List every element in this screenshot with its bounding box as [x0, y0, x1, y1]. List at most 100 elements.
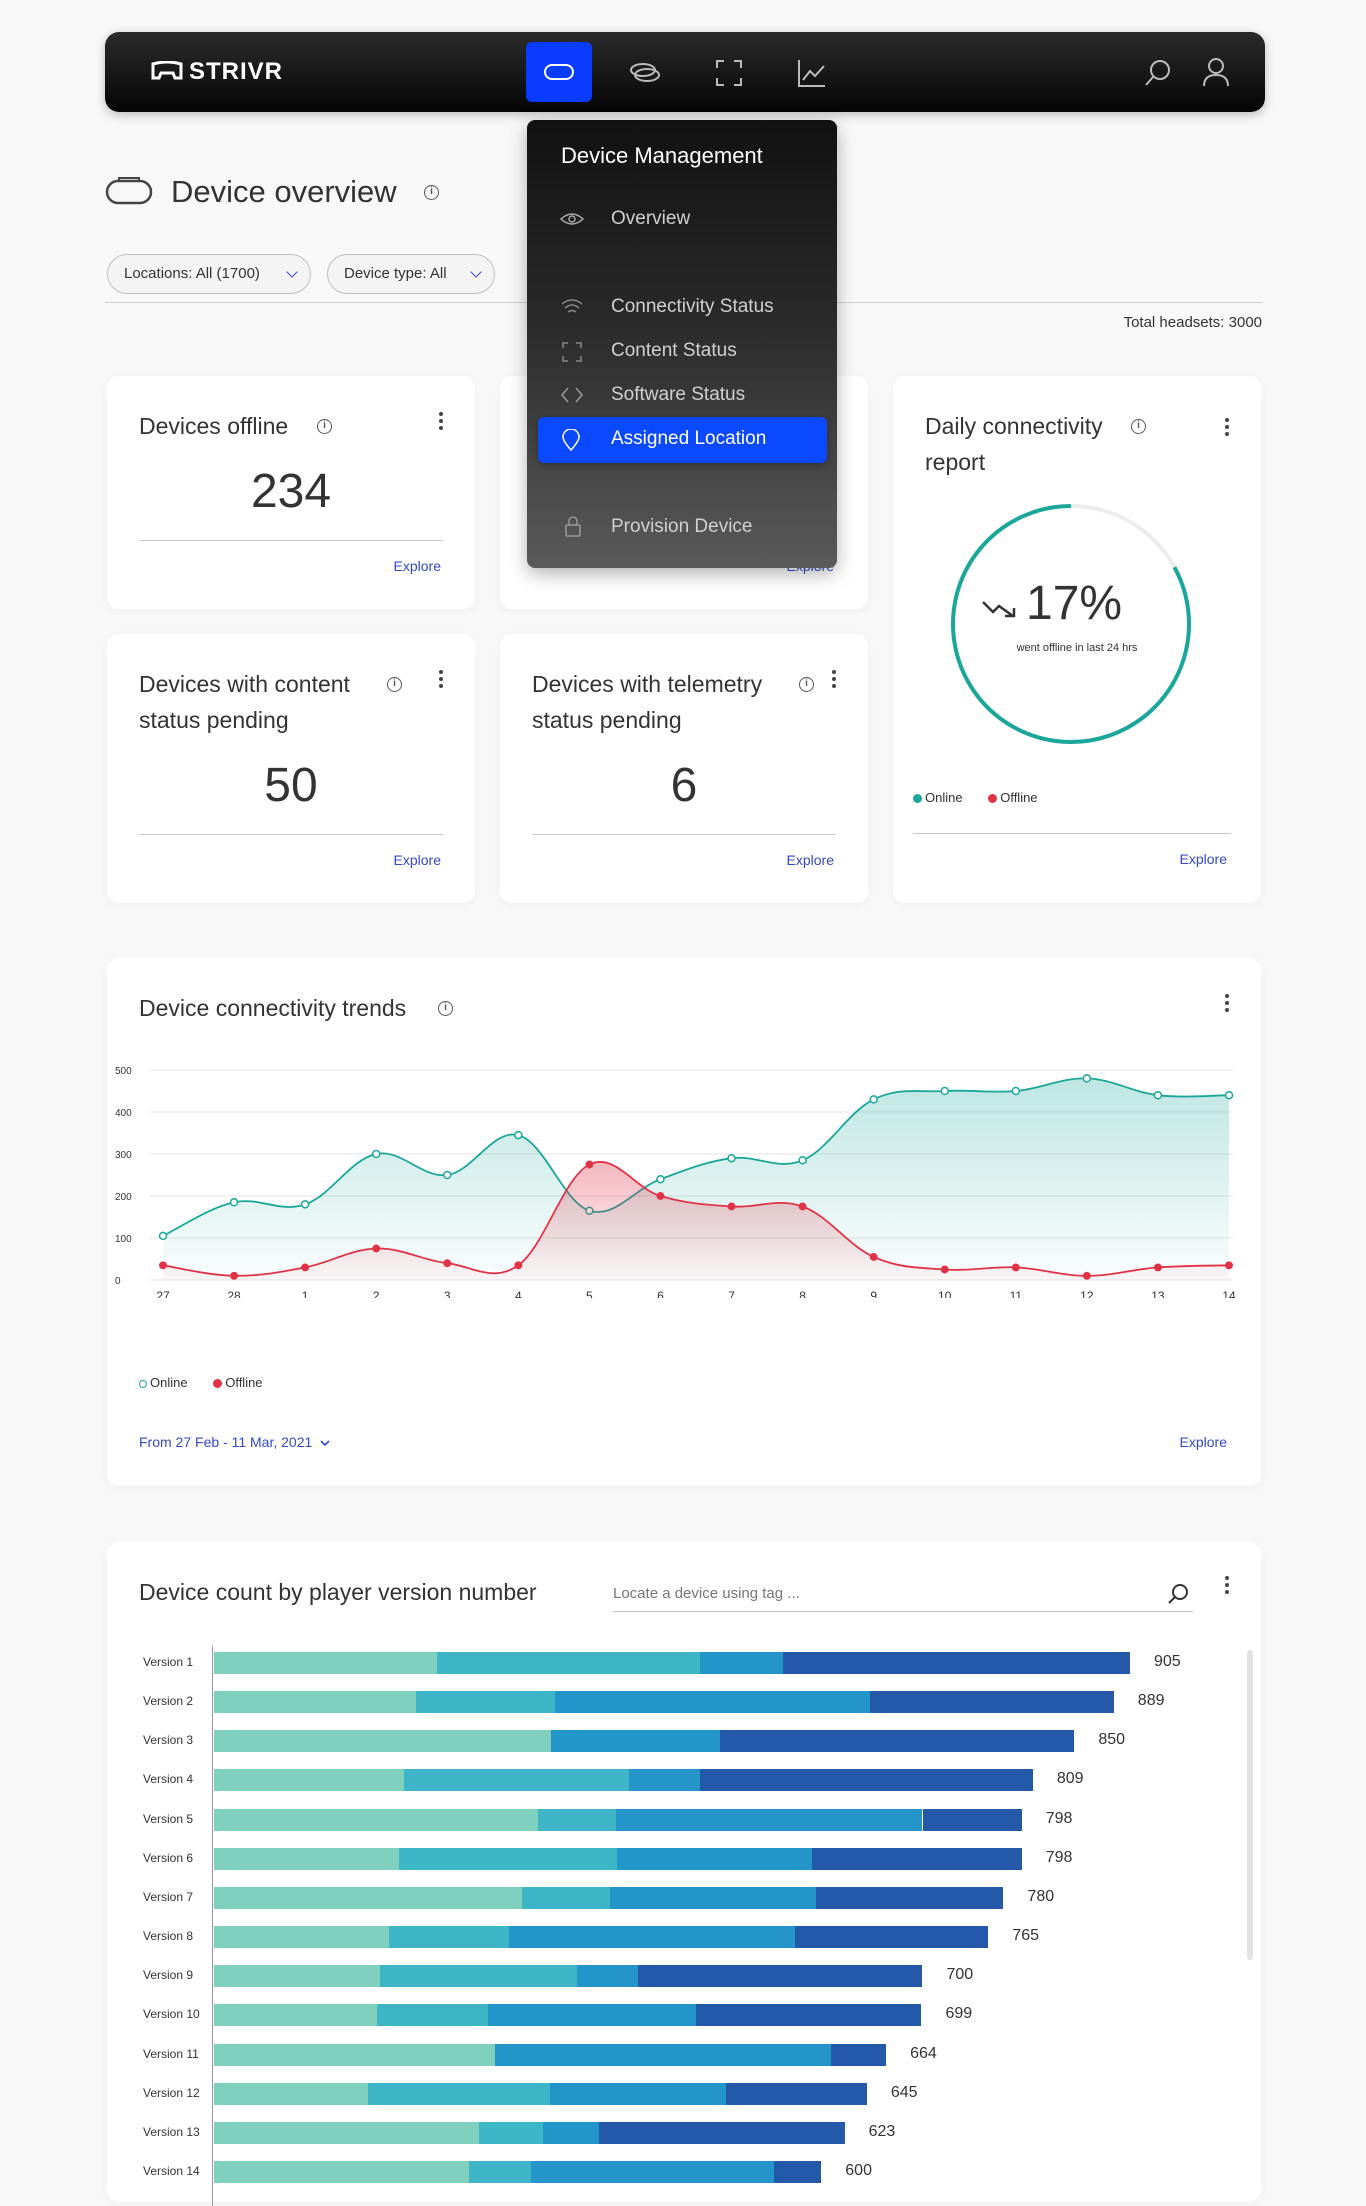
online-point[interactable] — [1224, 1090, 1234, 1100]
menu-item-software-status[interactable]: Software Status — [538, 374, 830, 418]
bar-segment[interactable] — [699, 1652, 783, 1674]
filter-device-type[interactable]: Device type: All — [327, 254, 495, 294]
online-point[interactable] — [1153, 1090, 1163, 1100]
bar-segment[interactable] — [773, 2160, 822, 2183]
online-point[interactable] — [371, 1149, 381, 1159]
offline-point[interactable] — [443, 1259, 452, 1268]
bar-segment[interactable] — [530, 2160, 774, 2183]
expand-icon[interactable] — [715, 59, 743, 87]
offline-point[interactable] — [1011, 1263, 1020, 1272]
offline-point[interactable] — [1225, 1261, 1233, 1270]
nav-headset-button[interactable] — [526, 42, 592, 102]
online-point[interactable] — [656, 1174, 665, 1184]
bar-segment[interactable] — [214, 2043, 496, 2066]
date-range-select[interactable]: From 27 Feb - 11 Mar, 2021 — [139, 1434, 330, 1450]
bar-segment[interactable] — [379, 1965, 578, 1988]
explore-link[interactable]: Explore — [393, 852, 441, 868]
more-options-icon[interactable] — [438, 670, 444, 690]
offline-point[interactable] — [372, 1244, 381, 1253]
bar-segment[interactable] — [214, 2004, 377, 2027]
bar-segment[interactable] — [404, 1769, 629, 1792]
bar-segment[interactable] — [214, 2121, 480, 2144]
chart-icon[interactable] — [797, 58, 827, 88]
offline-point[interactable] — [1082, 1271, 1091, 1280]
bar-segment[interactable] — [628, 1769, 700, 1792]
bar-segment[interactable] — [726, 2082, 867, 2105]
offline-point[interactable] — [230, 1271, 239, 1280]
menu-item-content-status[interactable]: Content Status — [538, 330, 830, 374]
more-options-icon[interactable] — [831, 670, 837, 690]
online-point[interactable] — [514, 1130, 523, 1140]
bar-segment[interactable] — [214, 1691, 417, 1714]
bar-segment[interactable] — [214, 1730, 552, 1753]
offline-point[interactable] — [159, 1261, 167, 1270]
filter-locations[interactable]: Locations: All (1700) — [107, 254, 311, 294]
bar-segment[interactable] — [495, 2043, 832, 2066]
offline-point[interactable] — [727, 1202, 736, 1211]
offline-point[interactable] — [656, 1192, 665, 1200]
bar-segment[interactable] — [214, 1808, 538, 1831]
menu-item-provision-device[interactable]: Provision Device — [538, 506, 830, 550]
bar-segment[interactable] — [469, 2160, 531, 2183]
bar-segment[interactable] — [922, 1808, 1022, 1831]
bar-segment[interactable] — [488, 2004, 696, 2027]
bar-segment[interactable] — [389, 1926, 509, 1949]
more-options-icon[interactable] — [1224, 418, 1230, 438]
scrollbar[interactable] — [1247, 1650, 1253, 1960]
device-search-input[interactable] — [613, 1578, 1143, 1608]
explore-link[interactable]: Explore — [1179, 851, 1227, 867]
online-point[interactable] — [158, 1231, 168, 1241]
info-icon[interactable]: i — [438, 1001, 453, 1016]
bar-segment[interactable] — [367, 2082, 551, 2105]
offline-point[interactable] — [869, 1252, 878, 1261]
online-point[interactable] — [1082, 1074, 1092, 1083]
bar-segment[interactable] — [551, 1730, 721, 1753]
info-icon[interactable]: i — [424, 185, 439, 200]
bar-segment[interactable] — [598, 2121, 845, 2144]
bar-segment[interactable] — [376, 2004, 489, 2027]
bar-segment[interactable] — [214, 1769, 405, 1792]
offline-point[interactable] — [514, 1261, 523, 1270]
bar-segment[interactable] — [416, 1691, 556, 1714]
bar-segment[interactable] — [699, 1769, 1033, 1792]
more-options-icon[interactable] — [1224, 994, 1230, 1014]
bar-segment[interactable] — [638, 1965, 923, 1988]
online-point[interactable] — [798, 1156, 807, 1165]
offline-point[interactable] — [301, 1263, 310, 1272]
user-icon[interactable] — [1201, 56, 1231, 88]
online-point[interactable] — [940, 1086, 949, 1096]
bar-segment[interactable] — [436, 1652, 700, 1674]
bar-segment[interactable] — [214, 1652, 437, 1674]
more-options-icon[interactable] — [438, 412, 444, 432]
bar-segment[interactable] — [214, 2082, 368, 2105]
online-point[interactable] — [443, 1170, 452, 1180]
bar-segment[interactable] — [831, 2043, 887, 2066]
online-point[interactable] — [869, 1095, 878, 1104]
bar-segment[interactable] — [616, 1847, 813, 1870]
search-icon[interactable] — [1143, 58, 1173, 88]
bar-segment[interactable] — [816, 1886, 1004, 1909]
menu-item-overview[interactable]: Overview — [538, 198, 830, 242]
bar-segment[interactable] — [615, 1808, 923, 1831]
bar-segment[interactable] — [794, 1926, 989, 1949]
more-options-icon[interactable] — [1224, 1576, 1230, 1596]
bar-segment[interactable] — [508, 1926, 795, 1949]
offline-point[interactable] — [798, 1202, 807, 1211]
explore-link[interactable]: Explore — [1179, 1434, 1227, 1450]
bar-segment[interactable] — [542, 2121, 599, 2144]
bar-segment[interactable] — [399, 1847, 617, 1870]
explore-link[interactable]: Explore — [393, 558, 441, 574]
bar-segment[interactable] — [609, 1886, 817, 1909]
bar-segment[interactable] — [695, 2004, 922, 2027]
bar-segment[interactable] — [214, 2160, 470, 2183]
bar-segment[interactable] — [782, 1652, 1130, 1674]
info-icon[interactable]: i — [317, 419, 332, 434]
bar-segment[interactable] — [214, 1926, 390, 1949]
bar-segment[interactable] — [214, 1886, 522, 1909]
bar-segment[interactable] — [720, 1730, 1075, 1753]
offline-point[interactable] — [940, 1265, 949, 1274]
bar-segment[interactable] — [577, 1965, 639, 1988]
menu-item-connectivity-status[interactable]: Connectivity Status — [538, 286, 830, 330]
explore-link[interactable]: Explore — [786, 852, 834, 868]
info-icon[interactable]: i — [1131, 419, 1146, 434]
